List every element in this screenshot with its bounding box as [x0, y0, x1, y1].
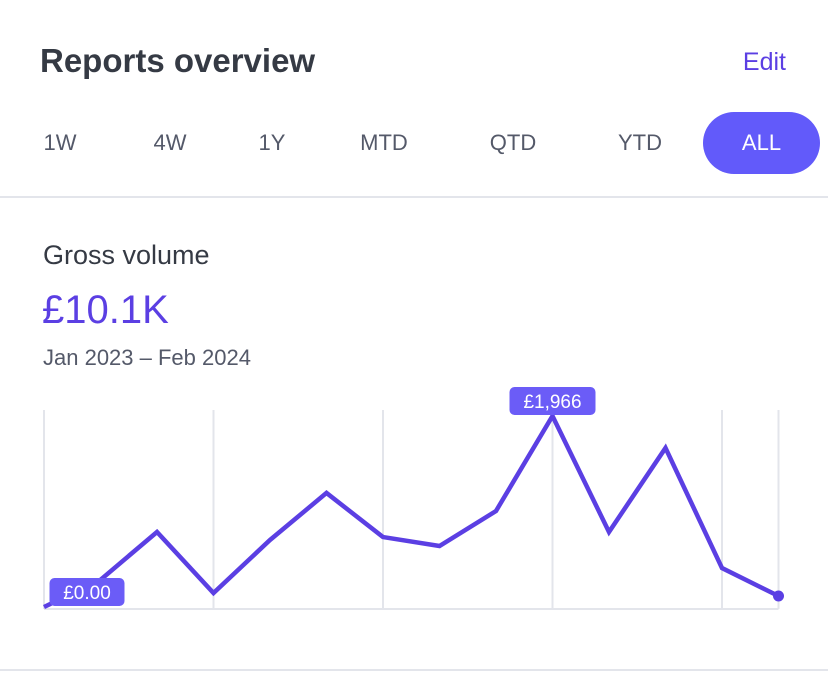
page-title: Reports overview: [40, 42, 316, 79]
tab-mtd[interactable]: MTD: [360, 130, 408, 155]
min-value-label: £0.00: [63, 583, 111, 604]
edit-button[interactable]: Edit: [742, 48, 786, 76]
series-line: [43, 411, 780, 610]
data-point: [773, 590, 784, 602]
max-value-label-bg: [509, 387, 596, 415]
divider: [0, 669, 828, 671]
tab-1y[interactable]: 1Y: [258, 130, 286, 155]
tab-all[interactable]: ALL: [703, 112, 820, 174]
tab-4w[interactable]: 4W: [153, 130, 187, 155]
gross-volume-chart[interactable]: £1,966 £0.00: [0, 380, 828, 630]
metric-title: Gross volume: [43, 240, 210, 270]
tab-ytd[interactable]: YTD: [618, 130, 662, 155]
divider: [0, 196, 828, 198]
tab-qtd[interactable]: QTD: [489, 130, 537, 155]
metric-date-range: Jan 2023 – Feb 2024: [43, 345, 251, 370]
min-value-label-bg: [49, 578, 125, 606]
tab-1w[interactable]: 1W: [43, 130, 77, 155]
range-tabs: 1W 4W 1Y MTD QTD YTD ALL: [0, 112, 828, 174]
metric-value: £10.1K: [42, 288, 169, 332]
max-value-label: £1,966: [523, 392, 581, 413]
